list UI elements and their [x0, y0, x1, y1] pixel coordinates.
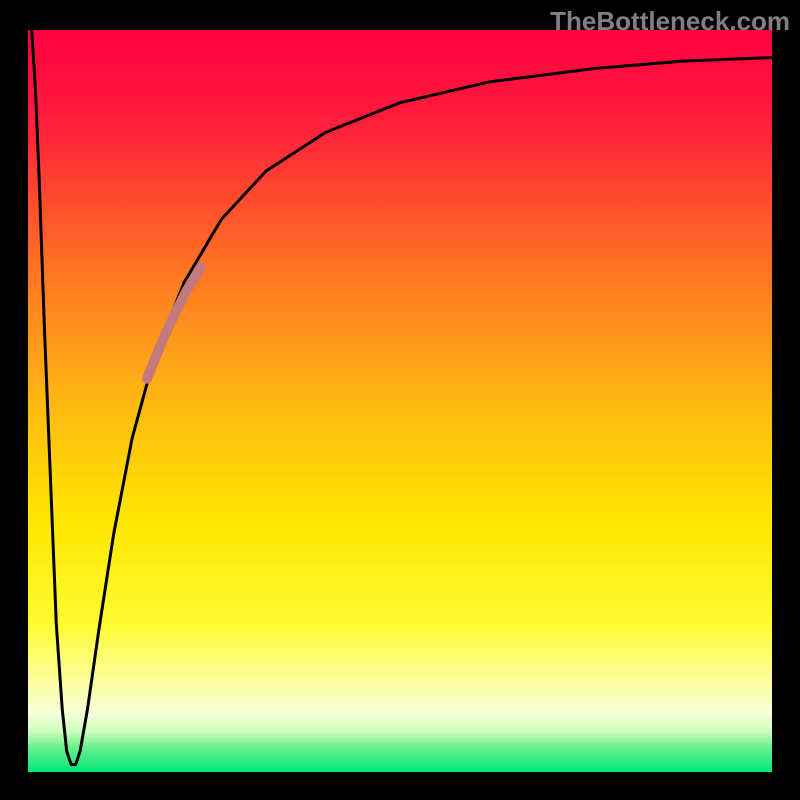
plot-area [28, 30, 772, 772]
plot-svg [28, 30, 772, 772]
watermark-text: TheBottleneck.com [550, 6, 790, 37]
chart-frame: TheBottleneck.com [0, 0, 800, 800]
plot-background [28, 30, 772, 772]
